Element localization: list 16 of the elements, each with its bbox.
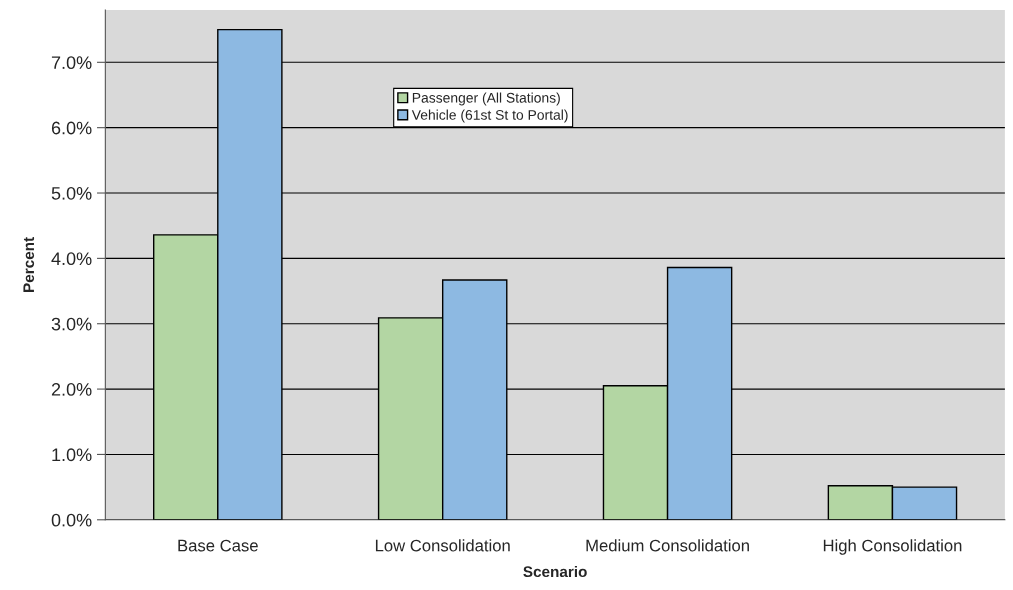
legend-label: Vehicle (61st St to Portal) <box>411 109 568 123</box>
y-tick-label: 1.0% <box>52 448 92 462</box>
y-tick-label: 2.0% <box>51 383 92 396</box>
x-tick-label: Low Consolidation <box>375 539 510 552</box>
y-tick-label: 5.0% <box>51 186 92 200</box>
x-axis-title: Scenario <box>523 565 587 578</box>
y-tick-label: 7.0% <box>51 56 92 70</box>
y-tick-label: 3.0% <box>51 317 92 331</box>
x-tick-label: Base Case <box>178 539 258 552</box>
y-tick-label: 4.0% <box>51 252 92 266</box>
y-tick-label: 6.0% <box>51 121 92 135</box>
legend-label: Passenger (All Stations) <box>412 92 560 106</box>
y-axis-title: Percent <box>23 237 35 292</box>
x-tick-label: High Consolidation <box>823 539 962 555</box>
x-tick-label: Medium Consolidation <box>586 539 749 552</box>
y-tick-label: 0.0% <box>51 513 92 527</box>
